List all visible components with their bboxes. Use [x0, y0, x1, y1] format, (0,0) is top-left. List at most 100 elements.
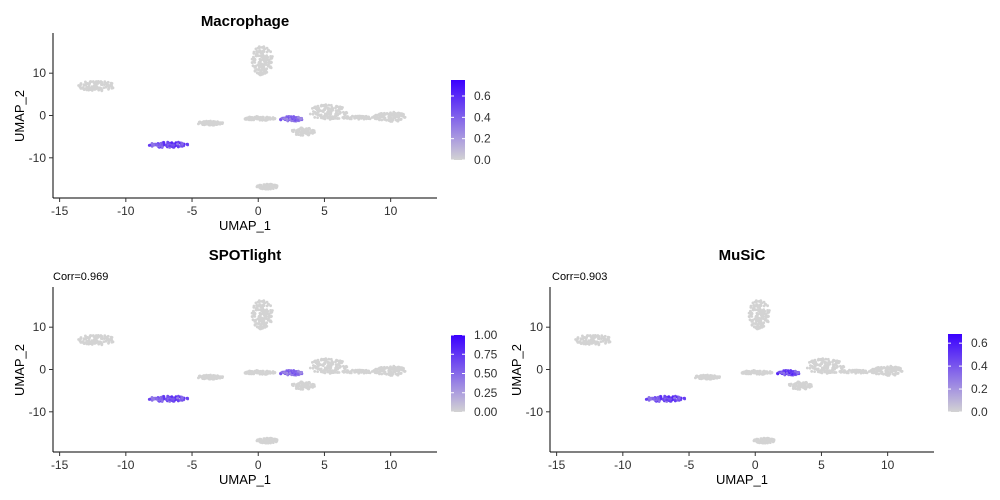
data-point: [111, 86, 115, 90]
data-point: [286, 369, 290, 373]
data-point: [677, 395, 681, 399]
data-point: [796, 380, 800, 384]
data-point: [268, 61, 271, 65]
data-point: [755, 303, 759, 307]
data-point: [796, 371, 800, 375]
colorbar-label: 0.0: [474, 153, 491, 167]
data-point: [285, 118, 289, 122]
data-point: [336, 367, 339, 371]
data-point: [164, 143, 168, 147]
data-point: [296, 382, 300, 386]
data-point: [586, 334, 590, 337]
data-point: [305, 381, 308, 384]
data-point: [252, 309, 255, 313]
data-point: [403, 116, 406, 119]
data-point: [708, 377, 712, 381]
data-point: [359, 117, 363, 120]
data-point: [254, 301, 258, 305]
data-point: [377, 370, 381, 374]
data-point: [166, 395, 170, 398]
colorbar: [451, 80, 465, 160]
x-tick-label: 5: [321, 458, 328, 472]
data-point: [297, 384, 301, 388]
data-point: [296, 128, 300, 132]
y-axis-label: UMAP_2: [12, 344, 27, 396]
data-point: [750, 315, 754, 318]
data-point: [330, 369, 334, 372]
data-point: [266, 441, 270, 444]
data-point: [266, 48, 270, 52]
data-point: [356, 370, 359, 373]
colorbar-label: 0.50: [474, 367, 498, 381]
data-point: [845, 371, 849, 375]
data-point: [706, 373, 709, 377]
data-point: [589, 334, 592, 338]
scatter-points: [77, 45, 407, 191]
data-point: [330, 359, 334, 363]
data-point: [697, 376, 701, 379]
data-point: [327, 369, 331, 373]
y-tick-label: 0: [536, 363, 543, 377]
data-point: [393, 369, 397, 373]
x-axis-label: UMAP_1: [219, 218, 271, 233]
data-point: [657, 399, 661, 403]
data-point: [221, 375, 225, 378]
data-point: [268, 315, 271, 319]
data-point: [100, 337, 103, 340]
data-point: [323, 107, 327, 110]
data-point: [253, 323, 257, 327]
data-point: [821, 359, 825, 362]
data-point: [313, 116, 317, 119]
data-point: [300, 129, 304, 133]
data-point: [279, 372, 282, 376]
data-point: [876, 366, 880, 370]
data-point: [258, 303, 262, 307]
y-tick-label: 0: [39, 363, 46, 377]
data-point: [299, 371, 303, 375]
data-point: [581, 334, 584, 338]
data-point: [591, 334, 595, 337]
data-point: [396, 365, 400, 369]
y-tick-label: 10: [33, 320, 47, 334]
data-point: [861, 369, 865, 373]
data-point: [330, 105, 334, 109]
data-point: [824, 362, 827, 366]
data-point: [597, 337, 600, 340]
data-point: [308, 366, 312, 370]
x-tick-label: 0: [255, 458, 262, 472]
data-point: [766, 441, 769, 445]
data-point: [288, 117, 292, 121]
data-point: [766, 309, 769, 312]
data-point: [279, 118, 282, 122]
data-point: [842, 369, 846, 373]
panel-macrophage: Macrophage -15 -10 -5 0 5 10 -10 0 10 UMAP_1 UMA…: [12, 13, 491, 233]
data-point: [337, 106, 341, 109]
data-point: [393, 115, 397, 119]
data-point: [324, 105, 328, 108]
data-point: [649, 397, 653, 401]
data-point: [260, 63, 264, 67]
data-point: [399, 114, 403, 117]
data-point: [155, 143, 159, 147]
data-point: [100, 343, 104, 347]
data-point: [180, 141, 184, 145]
data-point: [762, 310, 766, 314]
data-point: [312, 106, 316, 109]
data-point: [327, 362, 330, 366]
data-point: [265, 369, 269, 373]
data-point: [264, 69, 268, 72]
data-point: [816, 358, 820, 362]
data-point: [886, 374, 889, 377]
data-point: [269, 309, 272, 312]
data-point: [311, 112, 315, 116]
data-point: [86, 340, 90, 344]
data-point: [84, 80, 87, 84]
data-point: [299, 117, 303, 121]
data-point: [308, 112, 312, 116]
data-point: [264, 323, 268, 326]
data-point: [763, 441, 767, 444]
data-point: [390, 370, 393, 373]
data-point: [374, 370, 377, 374]
x-axis-label: UMAP_1: [219, 472, 271, 487]
data-point: [756, 312, 759, 315]
